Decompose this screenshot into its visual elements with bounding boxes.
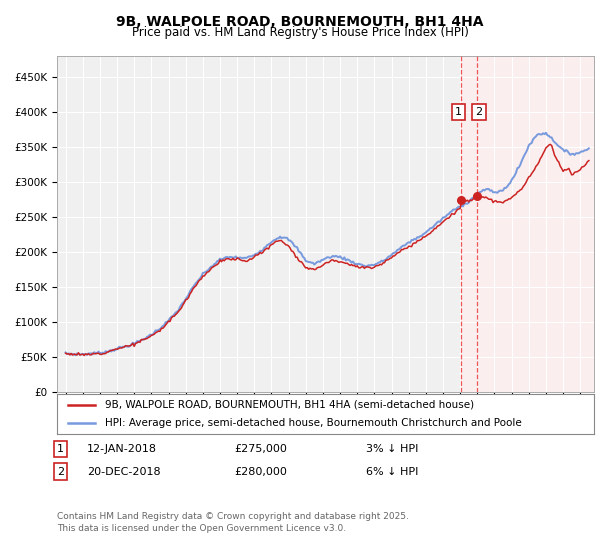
Text: 2: 2: [475, 107, 482, 117]
Text: 6% ↓ HPI: 6% ↓ HPI: [366, 466, 418, 477]
Text: 12-JAN-2018: 12-JAN-2018: [87, 444, 157, 454]
Text: 2: 2: [57, 466, 64, 477]
Bar: [461, 56, 594, 392]
Text: 9B, WALPOLE ROAD, BOURNEMOUTH, BH1 4HA: 9B, WALPOLE ROAD, BOURNEMOUTH, BH1 4HA: [116, 15, 484, 29]
Text: HPI: Average price, semi-detached house, Bournemouth Christchurch and Poole: HPI: Average price, semi-detached house,…: [106, 418, 522, 428]
Text: 3% ↓ HPI: 3% ↓ HPI: [366, 444, 418, 454]
Text: 1: 1: [57, 444, 64, 454]
Text: £275,000: £275,000: [234, 444, 287, 454]
Text: Contains HM Land Registry data © Crown copyright and database right 2025.
This d: Contains HM Land Registry data © Crown c…: [57, 512, 409, 533]
Text: 1: 1: [455, 107, 463, 117]
Text: 9B, WALPOLE ROAD, BOURNEMOUTH, BH1 4HA (semi-detached house): 9B, WALPOLE ROAD, BOURNEMOUTH, BH1 4HA (…: [106, 400, 475, 410]
Text: 20-DEC-2018: 20-DEC-2018: [87, 466, 161, 477]
Text: £280,000: £280,000: [234, 466, 287, 477]
Text: Price paid vs. HM Land Registry's House Price Index (HPI): Price paid vs. HM Land Registry's House …: [131, 26, 469, 39]
